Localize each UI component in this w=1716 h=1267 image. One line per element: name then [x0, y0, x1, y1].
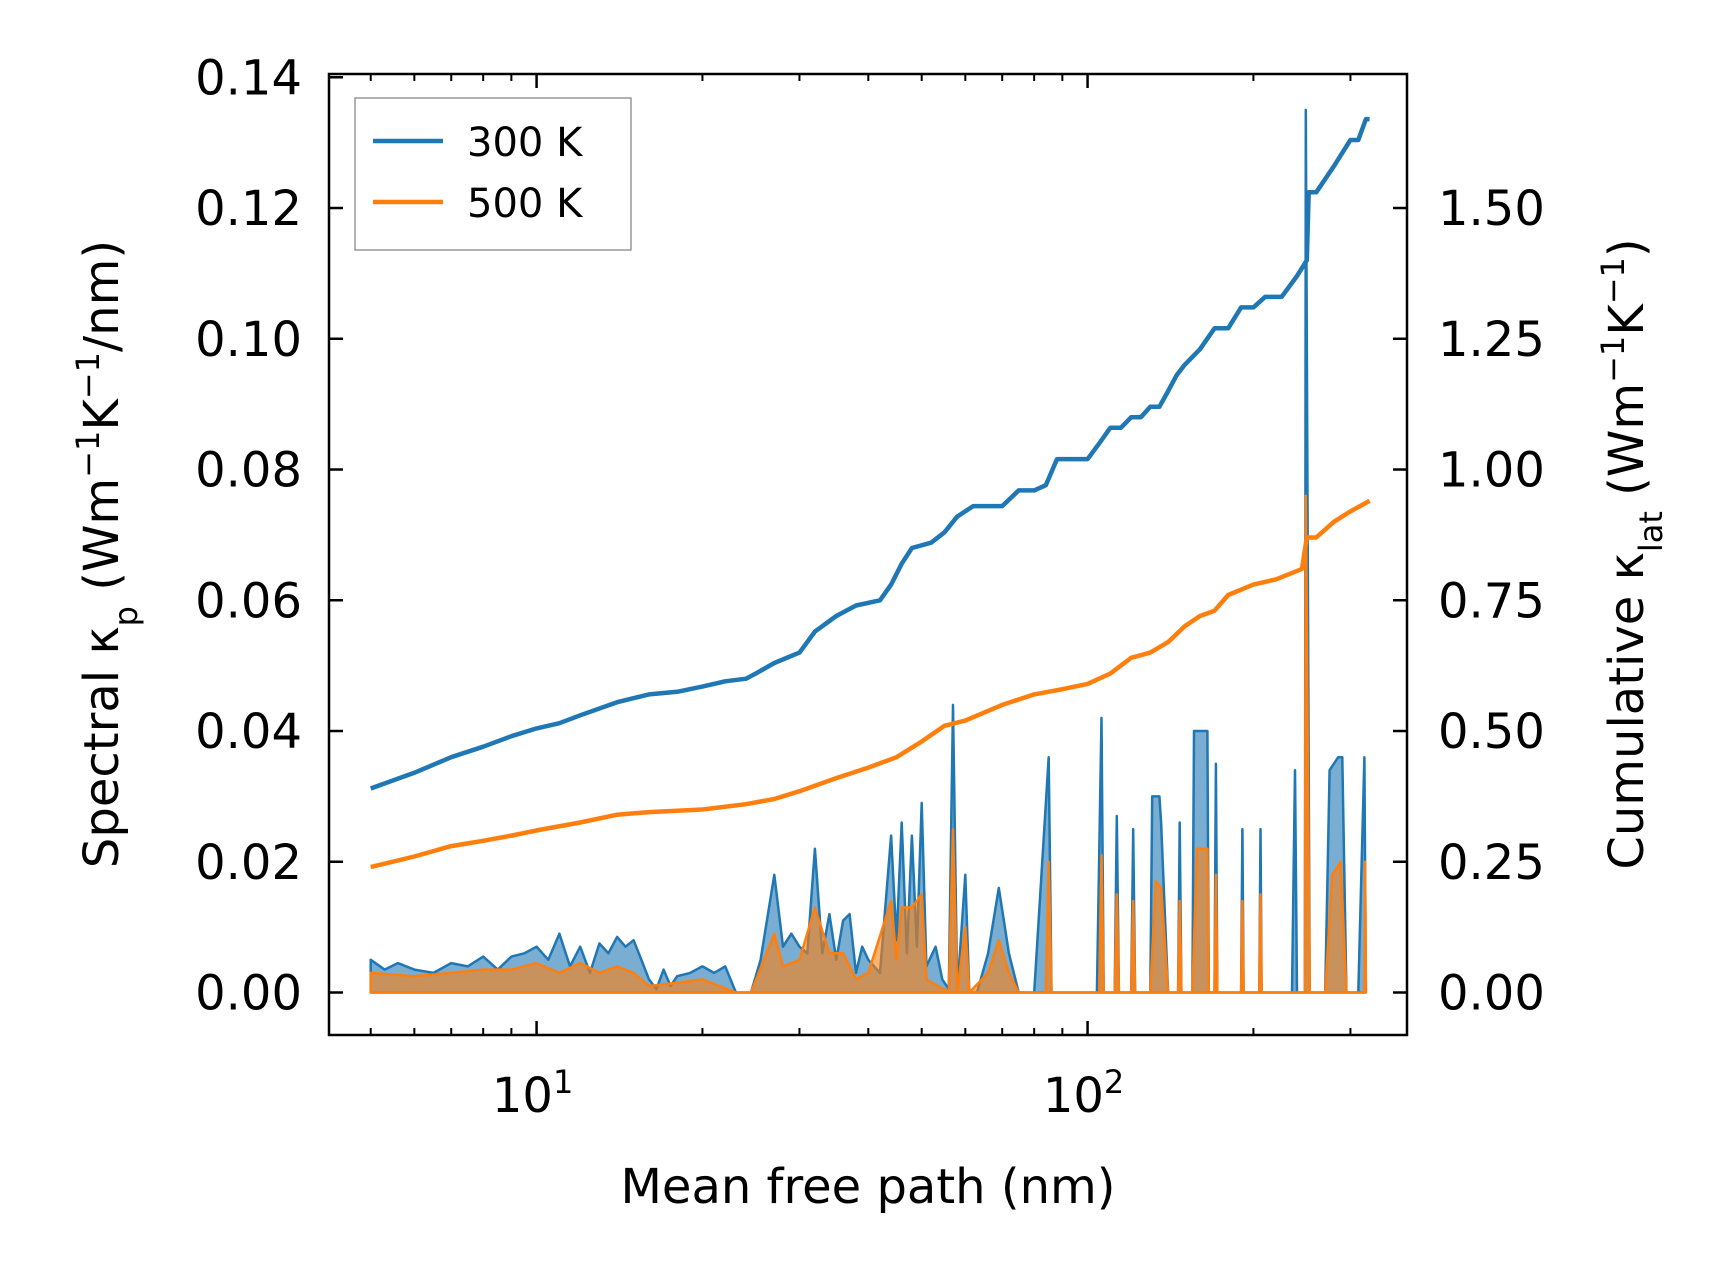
x-tick-label: 101	[492, 1063, 573, 1124]
axis-ticks	[329, 74, 1407, 1035]
y-left-tick-label: 0.10	[195, 312, 302, 368]
y-axis-title-right: Cumulative κlat (Wm−1K−1)	[1594, 238, 1670, 869]
cumulative-line-300k	[369, 116, 1370, 791]
spectral-areas	[369, 108, 1368, 994]
legend-label-300k: 300 K	[467, 120, 584, 166]
y-right-tick-label: 0.75	[1438, 573, 1545, 629]
y-left-tick-label: 0.14	[195, 50, 302, 106]
y-left-tick-label: 0.00	[195, 966, 302, 1022]
y-left-tick-label: 0.02	[195, 835, 302, 891]
y-right-tick-label: 1.25	[1438, 312, 1545, 368]
y-left-tick-label: 0.06	[195, 573, 302, 629]
legend-label-500k: 500 K	[467, 181, 584, 227]
y-right-tick-label: 0.00	[1438, 966, 1545, 1022]
legend-box	[354, 97, 632, 251]
y-right-tick-label: 0.25	[1438, 835, 1545, 891]
y-axis-title-left: Spectral κp (Wm−1K−1/nm)	[69, 240, 145, 868]
y-left-tick-label: 0.04	[195, 704, 302, 760]
y-left-tick-label: 0.12	[195, 181, 302, 237]
y-left-tick-label: 0.08	[195, 443, 302, 499]
legend: 300 K 500 K	[354, 97, 632, 251]
spectral-area-500k	[369, 494, 1368, 994]
x-axis-title: Mean free path (nm)	[621, 1159, 1116, 1215]
y-right-tick-label: 1.50	[1438, 181, 1545, 237]
y-right-tick-label: 1.00	[1438, 443, 1545, 499]
x-tick-label: 102	[1043, 1063, 1124, 1124]
tick-labels: 101 102 0.00 0.02 0.04 0.06 0.08 0.10 0.12 0.14 0.…	[195, 50, 1545, 1124]
y-right-tick-label: 0.50	[1438, 704, 1545, 760]
cumulative-line-500k	[370, 498, 1371, 870]
series-lines	[369, 116, 1371, 870]
